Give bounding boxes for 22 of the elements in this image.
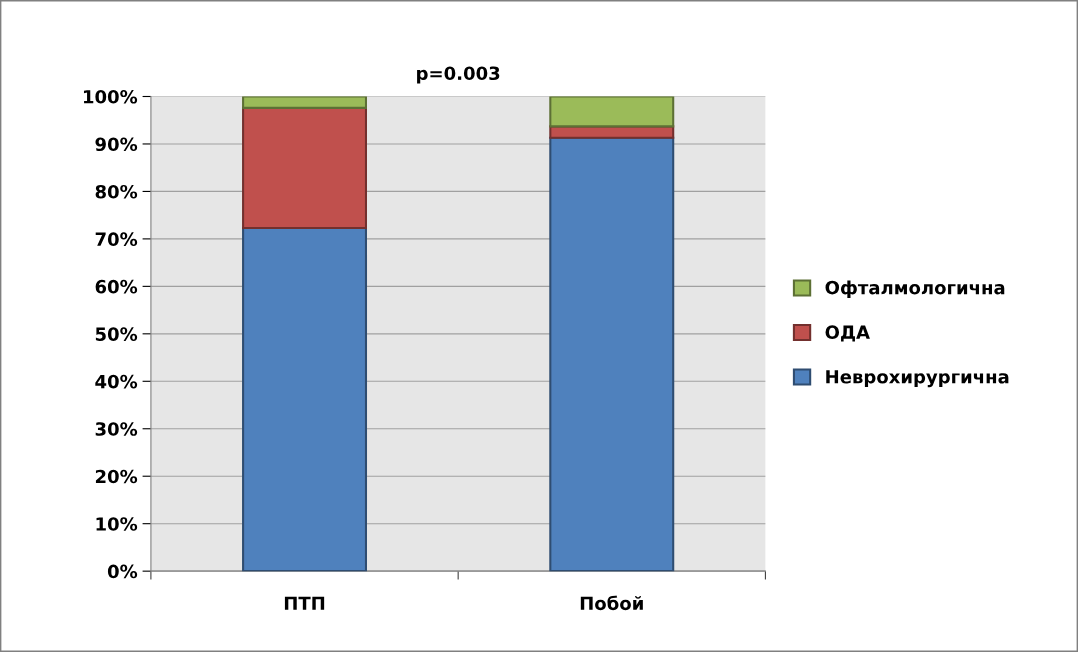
bar [242, 226, 368, 572]
x-tick-label: ПТП [284, 596, 325, 610]
y-tick-label: 60% [95, 279, 138, 294]
y-tick-label: 70% [95, 232, 138, 247]
chart-title: p=0.003 [417, 66, 500, 84]
legend-label: Неврохирургична [826, 370, 1009, 388]
y-tick-label: 0% [107, 564, 138, 579]
bar [242, 96, 368, 109]
x-tick-label: Побой [580, 595, 643, 611]
legend-label: Офталмологична [825, 280, 1005, 298]
bar [549, 136, 675, 572]
y-tick-label: 100% [83, 89, 138, 104]
y-tick-label: 30% [95, 422, 138, 436]
bar [242, 106, 368, 230]
bar [549, 96, 675, 128]
y-tick-label: 10% [96, 517, 138, 531]
y-tick-label: 90% [95, 137, 138, 152]
y-tick-label: 80% [95, 184, 138, 199]
y-tick-label: 40% [95, 374, 138, 389]
legend-label: ОДА [825, 325, 870, 342]
y-tick-label: 20% [95, 469, 138, 484]
y-tick-label: 50% [95, 327, 138, 341]
